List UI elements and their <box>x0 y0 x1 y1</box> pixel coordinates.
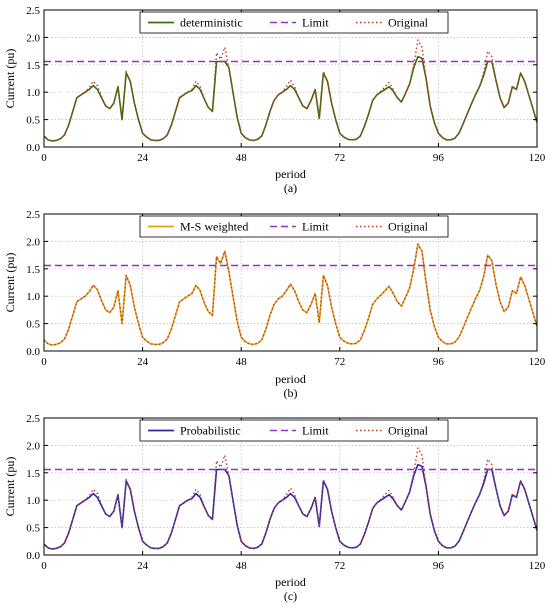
legend-label: Limit <box>302 16 329 30</box>
legend-label: Limit <box>302 424 329 438</box>
y-tick-label: 1.0 <box>26 291 40 303</box>
legend-label: Original <box>388 220 429 234</box>
x-tick-label: 0 <box>41 356 47 368</box>
x-tick-label: 48 <box>236 560 248 572</box>
y-axis-label: Current (pu) <box>3 457 17 517</box>
plot-frame <box>43 213 538 352</box>
x-tick-label: 72 <box>334 356 345 368</box>
legend-label: Original <box>388 16 429 30</box>
panel-caption: (c) <box>284 589 297 603</box>
x-tick-label: 96 <box>433 152 445 164</box>
y-tick-label: 2.5 <box>26 5 40 17</box>
y-tick-label: 2.5 <box>26 209 40 221</box>
original-line <box>43 447 538 550</box>
legend-label: Probabilistic <box>180 424 241 438</box>
x-tick-label: 72 <box>334 560 345 572</box>
y-tick-label: 0.0 <box>26 346 40 358</box>
x-axis-label: period <box>275 575 306 589</box>
legend-label: deterministic <box>180 16 243 30</box>
y-tick-label: 1.0 <box>26 495 40 507</box>
y-tick-label: 2.0 <box>26 440 40 452</box>
y-tick-label: 1.5 <box>26 468 40 480</box>
x-axis-label: period <box>275 167 306 181</box>
legend-label: Limit <box>302 220 329 234</box>
series-line-deterministic <box>43 55 538 142</box>
x-tick-label: 120 <box>529 560 546 572</box>
plot-frame <box>43 9 538 148</box>
y-tick-label: 1.5 <box>26 264 40 276</box>
y-tick-label: 0.5 <box>26 319 40 331</box>
series-line-probabilistic <box>43 463 538 550</box>
y-tick-label: 2.0 <box>26 236 40 248</box>
x-tick-label: 24 <box>137 356 149 368</box>
chart-panel-1: 0 24 48 72 96 120 0.0 0.5 1.0 1.5 2.0 2.5 period Curr… <box>3 5 546 195</box>
y-tick-label: 0.5 <box>26 523 40 535</box>
x-tick-label: 0 <box>41 152 47 164</box>
x-tick-label: 120 <box>529 356 546 368</box>
series-line-ms_weighted <box>43 243 538 346</box>
chart-panel-3: 0 24 48 72 96 120 0.0 0.5 1.0 1.5 2.0 2.5 period Curr… <box>3 413 546 603</box>
y-tick-label: 1.5 <box>26 60 40 72</box>
y-axis-label: Current (pu) <box>3 49 17 109</box>
y-tick-label: 0.0 <box>26 142 40 154</box>
y-axis-label: Current (pu) <box>3 253 17 313</box>
legend: deterministic Limit Original <box>139 11 449 34</box>
x-axis-label: period <box>275 372 306 386</box>
x-tick-label: 96 <box>433 356 445 368</box>
legend: M-S weighted Limit Original <box>139 215 449 238</box>
y-tick-label: 0.5 <box>26 115 40 127</box>
x-tick-label: 48 <box>236 152 248 164</box>
original-line <box>43 243 538 346</box>
y-tick-label: 0.0 <box>26 550 40 562</box>
panel-caption: (a) <box>284 181 297 195</box>
chart-panel-2: 0 24 48 72 96 120 0.0 0.5 1.0 1.5 2.0 2.5 period Curr… <box>3 209 546 400</box>
y-tick-label: 1.0 <box>26 87 40 99</box>
x-tick-label: 72 <box>334 152 345 164</box>
panel-caption: (b) <box>284 386 298 400</box>
original-line <box>43 39 538 142</box>
legend: Probabilistic Limit Original <box>139 419 449 442</box>
y-tick-label: 2.5 <box>26 413 40 425</box>
x-tick-label: 24 <box>137 560 149 572</box>
legend-label: Original <box>388 424 429 438</box>
x-tick-label: 96 <box>433 560 445 572</box>
x-tick-label: 48 <box>236 356 248 368</box>
x-tick-label: 120 <box>529 152 546 164</box>
x-tick-label: 24 <box>137 152 149 164</box>
x-tick-label: 0 <box>41 560 47 572</box>
y-tick-label: 2.0 <box>26 32 40 44</box>
legend-label: M-S weighted <box>180 220 248 234</box>
plot-frame <box>43 417 538 556</box>
